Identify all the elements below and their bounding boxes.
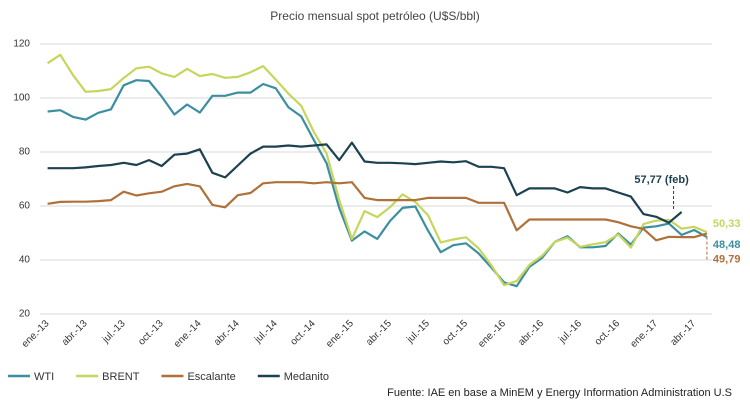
y-tick-label: 120 bbox=[13, 39, 30, 50]
data-label: 48,48 bbox=[713, 239, 741, 251]
series-line bbox=[47, 141, 683, 224]
y-tick-label: 40 bbox=[19, 255, 31, 266]
legend-label: Medanito bbox=[284, 371, 329, 383]
x-tick-label: jul.-16 bbox=[556, 318, 584, 346]
x-tick-label: jul.-15 bbox=[404, 318, 432, 346]
data-label: 50,33 bbox=[713, 218, 741, 230]
x-tick-label: oct.-13 bbox=[136, 318, 166, 348]
x-tick-label: oct.-16 bbox=[593, 318, 623, 348]
legend-label: BRENT bbox=[102, 371, 140, 383]
source-note: Fuente: IAE en base a MinEM y Energy Inf… bbox=[387, 387, 732, 399]
y-tick-label: 20 bbox=[19, 309, 31, 320]
x-tick-label: abr.-13 bbox=[60, 318, 90, 348]
series-line bbox=[46, 53, 708, 287]
legend-label: WTI bbox=[34, 371, 54, 383]
series-line bbox=[47, 79, 708, 288]
series-line bbox=[47, 181, 708, 242]
y-tick-label: 100 bbox=[13, 93, 30, 104]
x-tick-label: ene.-17 bbox=[628, 318, 660, 350]
x-tick-label: oct.-15 bbox=[441, 318, 471, 348]
x-tick-label: ene.-15 bbox=[324, 318, 356, 350]
x-tick-label: ene.-14 bbox=[172, 318, 204, 350]
legend-label: Escalante bbox=[187, 371, 235, 383]
chart-title: Precio mensual spot petróleo (U$S/bbl) bbox=[270, 9, 479, 23]
y-tick-label: 60 bbox=[19, 201, 31, 212]
x-tick-label: abr.-16 bbox=[516, 318, 546, 348]
x-tick-label: jul.-13 bbox=[100, 318, 128, 346]
x-tick-label: abr.-17 bbox=[668, 318, 698, 348]
data-label: 57,77 (feb) bbox=[634, 174, 689, 186]
x-tick-label: jul.-14 bbox=[252, 318, 280, 346]
x-tick-label: abr.-14 bbox=[212, 318, 242, 348]
y-tick-label: 80 bbox=[19, 147, 31, 158]
x-tick-label: oct.-14 bbox=[288, 318, 318, 348]
x-tick-label: abr.-15 bbox=[364, 318, 394, 348]
data-label: 49,79 bbox=[713, 253, 741, 265]
x-tick-label: ene.-16 bbox=[476, 318, 508, 350]
x-tick-label: ene.-13 bbox=[20, 318, 52, 350]
